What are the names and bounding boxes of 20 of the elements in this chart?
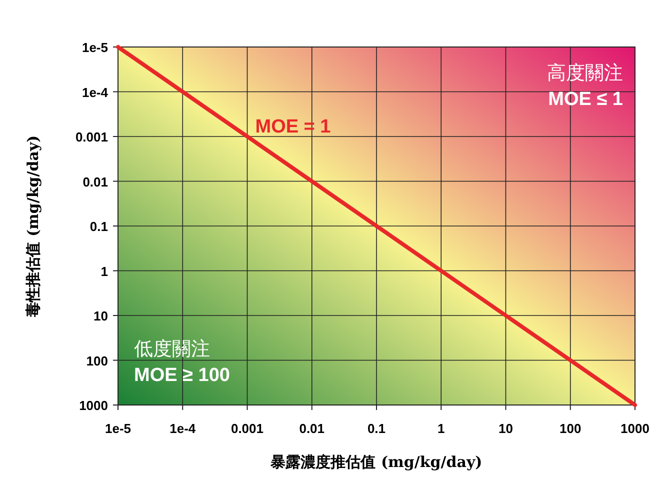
x-tick-label: 1000 [620, 421, 650, 436]
x-tick-label: 100 [560, 421, 582, 436]
x-tick-label: 10 [498, 421, 513, 436]
x-tick-label: 1e-4 [170, 421, 196, 436]
y-tick-label: 1e-5 [82, 40, 108, 55]
y-tick-label: 100 [86, 353, 108, 368]
x-tick-label: 0.001 [230, 421, 264, 436]
x-tick-label: 1 [438, 421, 445, 436]
x-tick-label: 0.1 [367, 421, 386, 436]
x-axis-title: 暴露濃度推估值 (mg/kg/day) [270, 453, 482, 471]
y-tick-label: 0.001 [75, 130, 108, 144]
y-tick-label: 1e-4 [82, 84, 109, 100]
y-tick-label: 1 [100, 264, 108, 279]
x-tick-label: 0.01 [299, 421, 325, 436]
x-tick-label: 1e-5 [104, 421, 132, 436]
y-axis-title: 毒性推估值 (mg/kg/day) [24, 135, 42, 318]
y-tick-label: 0.1 [90, 219, 108, 234]
y-tick-label: 1000 [79, 398, 108, 413]
y-tick-label: 10 [94, 308, 108, 324]
y-tick-label: 0.01 [82, 174, 108, 190]
